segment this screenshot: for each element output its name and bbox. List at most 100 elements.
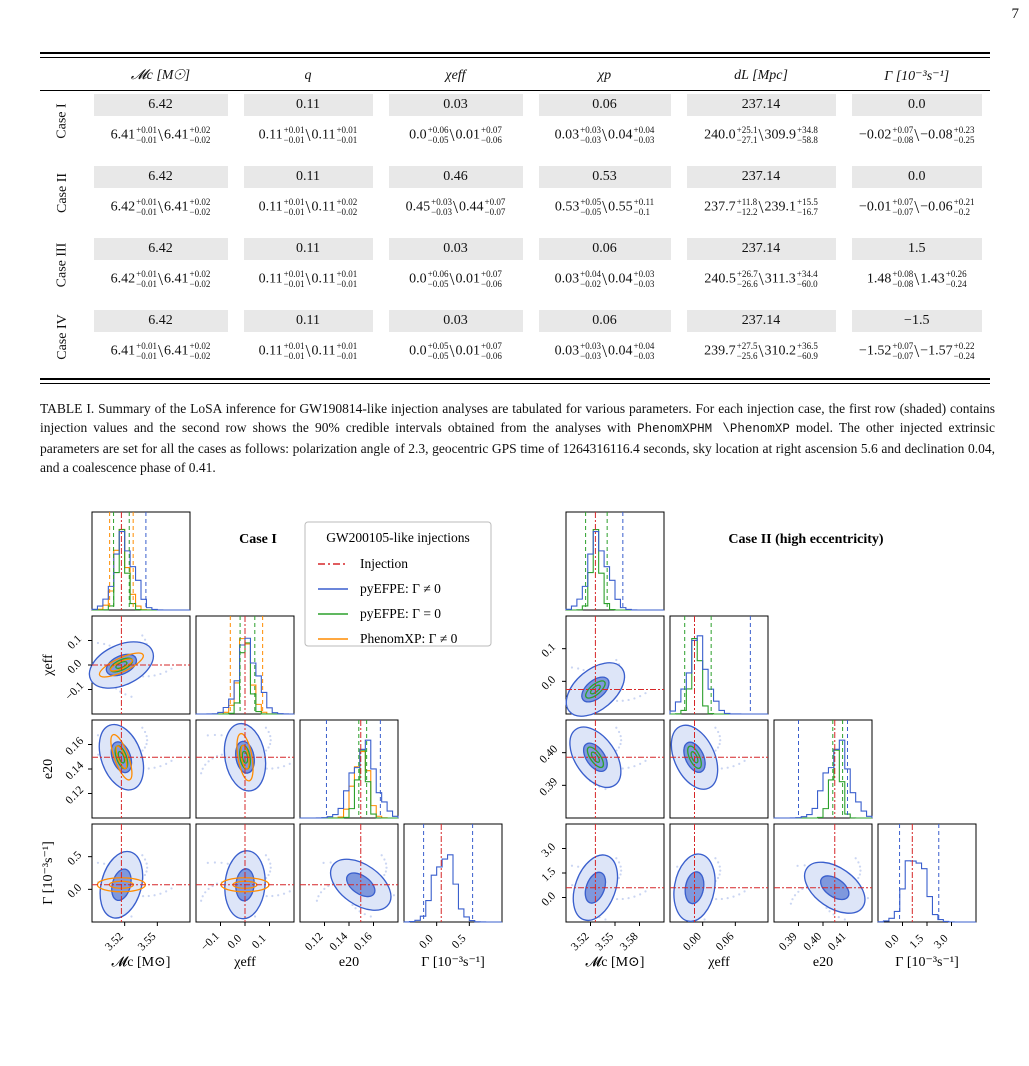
interval-median-a: 6.42: [110, 199, 136, 215]
sample-point: [226, 862, 229, 865]
sample-point: [165, 890, 168, 893]
contour-orange-inner: [240, 744, 250, 770]
sample-point: [141, 854, 144, 857]
sample-point: [718, 873, 721, 876]
sample-point: [570, 864, 574, 867]
interval-upper-a: +0.08: [892, 269, 914, 279]
interval-median-a: 0.03: [554, 271, 580, 287]
interval-median-b: 239.1: [764, 199, 797, 215]
sample-point: [720, 897, 723, 901]
interval-separator: \: [157, 268, 163, 289]
x-tick-label: 3.52: [569, 930, 592, 953]
interval-errors-a: +0.08 −0.08: [892, 269, 913, 289]
interval-lower-b: −0.03: [633, 135, 655, 145]
interval-separator: \: [914, 340, 920, 361]
interval-lower-a: −0.05: [580, 207, 602, 217]
sample-point: [615, 749, 618, 752]
sample-point: [277, 894, 280, 897]
contour-blue-outer: [569, 726, 622, 789]
sample-point: [170, 667, 173, 670]
contour-blue-outer: [223, 722, 267, 792]
interval-lower-b: −0.2: [953, 207, 970, 217]
injection-value: 0.0: [851, 166, 982, 188]
injection-value-cell: 0.11: [236, 235, 381, 263]
interval-lower-b: −0.07: [484, 207, 506, 217]
y-tick-label: 0.12: [64, 784, 87, 807]
interval-median-b: 6.41: [164, 127, 189, 143]
sample-point: [319, 891, 323, 894]
x-tick-label: 0.16: [352, 930, 375, 953]
injection-value: 0.46: [388, 166, 523, 188]
sample-point: [639, 695, 642, 698]
sample-point: [617, 746, 621, 749]
injection-value: 6.42: [93, 166, 228, 188]
injection-value-cell: 0.06: [531, 307, 679, 335]
interval-errors-b: +0.02 −0.02: [190, 197, 211, 217]
interval-median-a: 0.0: [409, 271, 427, 287]
sample-point: [253, 915, 257, 918]
sample-point: [143, 638, 147, 641]
injection-value-cell: 237.14: [679, 163, 844, 191]
spacer-cell: [40, 223, 990, 235]
interval-upper-a: +0.05: [427, 341, 449, 351]
sample-point: [265, 767, 268, 770]
caption-model: PhenomXPHM \PhenomXP: [637, 422, 790, 436]
sample-point: [577, 865, 580, 868]
interval-cell: 0.0 +0.06 −0.05 \0.01 +0.07 −0.06: [381, 263, 531, 295]
panel-title-right: Case II (high eccentricity): [728, 532, 883, 547]
interval-median-a: 240.0: [704, 127, 736, 143]
sample-point: [358, 910, 361, 913]
sample-point: [732, 895, 735, 898]
contour-green-inner: [115, 660, 128, 670]
interval-separator: \: [305, 340, 311, 361]
sample-point: [717, 730, 720, 734]
sample-point: [269, 742, 272, 746]
legend-entry-label: PhenomXP: Γ ≠ 0: [360, 631, 458, 646]
contour-green-outer: [586, 746, 605, 769]
sample-point: [213, 861, 217, 864]
interval-separator: \: [758, 196, 764, 217]
interval-errors-b: +0.02 −0.02: [336, 197, 357, 217]
interval-upper-a: +0.07: [892, 341, 914, 351]
sample-point: [322, 861, 325, 864]
sample-point: [858, 865, 862, 868]
interval-lower-b: −16.7: [797, 207, 818, 217]
sample-point: [604, 918, 607, 921]
interval-cell: 0.03 +0.03 −0.03 \0.04 +0.04 −0.03: [531, 119, 679, 151]
interval-median-a: 6.41: [110, 343, 136, 359]
sample-point: [269, 739, 272, 742]
interval-median-b: 311.3: [764, 271, 796, 287]
interval-median-b: 0.44: [459, 199, 484, 215]
sample-point: [619, 742, 622, 746]
sample-point: [617, 876, 621, 880]
sample-point: [644, 692, 647, 695]
sample-point: [715, 897, 718, 901]
corner-panel-frame: [773, 719, 873, 819]
interval-median-a: 0.45: [405, 199, 431, 215]
contour-orange-outer: [236, 732, 254, 782]
interval-median-a: 6.41: [110, 127, 136, 143]
interval-median-b: 0.11: [311, 343, 336, 359]
interval-upper-b: +34.8: [797, 125, 818, 135]
sample-point: [153, 766, 156, 769]
interval-lower-a: −0.01: [136, 207, 157, 217]
sample-point: [617, 861, 621, 864]
sample-point: [159, 672, 162, 676]
contour-blue-outer: [329, 858, 392, 911]
corner-plot-figure: Case I Case II (high eccentricity) GW20010…: [41, 511, 977, 970]
interval-separator: \: [449, 124, 455, 145]
sample-point: [271, 767, 274, 770]
case-label-text: Case IV: [54, 314, 70, 360]
sample-point: [866, 897, 870, 900]
contour-green-inner: [117, 750, 126, 764]
sample-point: [145, 742, 148, 746]
sample-point: [582, 668, 585, 672]
injection-value: 6.42: [93, 310, 228, 332]
y-tick-label: 0.0: [540, 890, 559, 909]
interval-lower-a: −0.05: [427, 279, 449, 289]
y-tick-label: 0.1: [66, 633, 85, 652]
sample-point: [269, 862, 272, 865]
injection-value-cell: 0.46: [381, 163, 531, 191]
x-axis-label: 𝓜c [M⊙]: [586, 955, 645, 970]
sample-point: [354, 907, 357, 910]
